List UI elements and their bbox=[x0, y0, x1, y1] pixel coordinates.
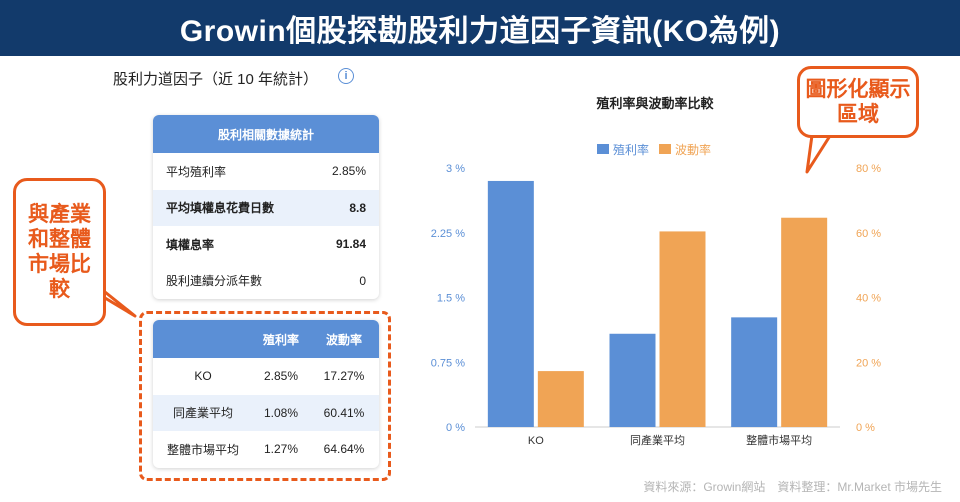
row-yield: 1.08% bbox=[263, 405, 299, 420]
bar-yield bbox=[731, 317, 778, 427]
legend-label-volatility: 波動率 bbox=[675, 142, 711, 157]
row-yield: 2.85% bbox=[263, 369, 299, 384]
y-right-tick-label: 40 % bbox=[856, 293, 881, 305]
source-footer: 資料來源：Growin網站 資料整理：Mr.Market 市場先生 bbox=[643, 480, 942, 494]
x-tick-label: 同產業平均 bbox=[630, 433, 685, 447]
compare-highlight-frame bbox=[139, 311, 391, 481]
left-callout: 與產業和整體市場比較 bbox=[13, 178, 106, 326]
header-yield: 殖利率 bbox=[262, 332, 299, 347]
legend-swatch-volatility bbox=[659, 144, 671, 154]
yield-volatility-chart: 殖利率與波動率比較 殖利率 波動率 0 % 0.75 % 1.5 % 2.25 % 3 … bbox=[431, 96, 882, 447]
y-left-tick-label: 0.75 % bbox=[431, 357, 465, 369]
stat-value: 2.85% bbox=[331, 164, 366, 179]
stat-value: 91.84 bbox=[335, 237, 366, 252]
right-callout-tail bbox=[805, 128, 837, 174]
info-icon[interactable]: i bbox=[338, 68, 354, 84]
comparison-table: 殖利率 波動率 KO 2.85% 17.27% 同產業平均 1.08% 60.4… bbox=[153, 320, 379, 468]
row-name: 整體市場平均 bbox=[166, 442, 239, 457]
row-volatility: 60.41% bbox=[323, 405, 365, 420]
bar-volatility bbox=[659, 231, 706, 427]
chart-title: 殖利率與波動率比較 bbox=[595, 96, 714, 111]
stat-label: 填權息率 bbox=[166, 237, 215, 252]
stat-row: 填權息率 91.84 bbox=[153, 226, 379, 263]
stat-row: 股利連續分派年數 0 bbox=[153, 263, 379, 300]
stat-value: 8.8 bbox=[349, 200, 366, 215]
y-left-tick-label: 2.25 % bbox=[431, 228, 465, 240]
stat-row: 平均填權息花費日數 8.8 bbox=[153, 189, 379, 226]
y-left-tick-label: 1.5 % bbox=[437, 293, 465, 305]
y-right-tick-label: 0 % bbox=[856, 422, 875, 434]
comparison-table-header: 殖利率 波動率 bbox=[153, 320, 379, 358]
page-banner: Growin個股探勘股利力道因子資訊(KO為例) bbox=[0, 0, 960, 56]
stats-card-header: 股利相關數據統計 bbox=[153, 115, 379, 153]
stat-label: 股利連續分派年數 bbox=[166, 274, 263, 289]
dividend-stats-card: 股利相關數據統計 平均殖利率 2.85% 平均填權息花費日數 8.8 填權息率 … bbox=[153, 115, 379, 299]
y-right-tick-label: 80 % bbox=[856, 163, 881, 175]
row-volatility: 64.64% bbox=[323, 442, 365, 457]
y-left-tick-label: 0 % bbox=[446, 422, 465, 434]
row-name: 同產業平均 bbox=[172, 406, 233, 421]
y-right-tick-label: 20 % bbox=[856, 357, 881, 369]
bar-volatility bbox=[537, 371, 584, 427]
stat-label: 平均填權息花費日數 bbox=[166, 201, 275, 216]
legend-label-yield: 殖利率 bbox=[613, 142, 649, 157]
bar-volatility bbox=[781, 217, 828, 427]
header-volatility: 波動率 bbox=[325, 332, 362, 347]
table-row: 整體市場平均 1.27% 64.64% bbox=[153, 431, 379, 468]
right-callout: 圖形化顯示區域 bbox=[797, 66, 919, 138]
row-volatility: 17.27% bbox=[323, 369, 365, 384]
stat-label: 平均殖利率 bbox=[166, 164, 227, 179]
row-yield: 1.27% bbox=[263, 442, 299, 457]
table-row: 同產業平均 1.08% 60.41% bbox=[153, 394, 379, 431]
x-tick-label: KO bbox=[528, 435, 544, 447]
y-left-tick-label: 3 % bbox=[446, 163, 465, 175]
bar-yield bbox=[609, 333, 656, 427]
x-tick-label: 整體市場平均 bbox=[746, 433, 812, 447]
legend-swatch-yield bbox=[597, 144, 609, 154]
stat-value: 0 bbox=[359, 273, 366, 288]
bar-yield bbox=[487, 180, 534, 427]
stat-row: 平均殖利率 2.85% bbox=[153, 153, 379, 190]
table-row: KO 2.85% 17.27% bbox=[153, 358, 379, 395]
section-title: 股利力道因子（近 10 年統計） bbox=[113, 71, 319, 88]
y-right-tick-label: 60 % bbox=[856, 228, 881, 240]
row-name: KO bbox=[194, 369, 212, 384]
